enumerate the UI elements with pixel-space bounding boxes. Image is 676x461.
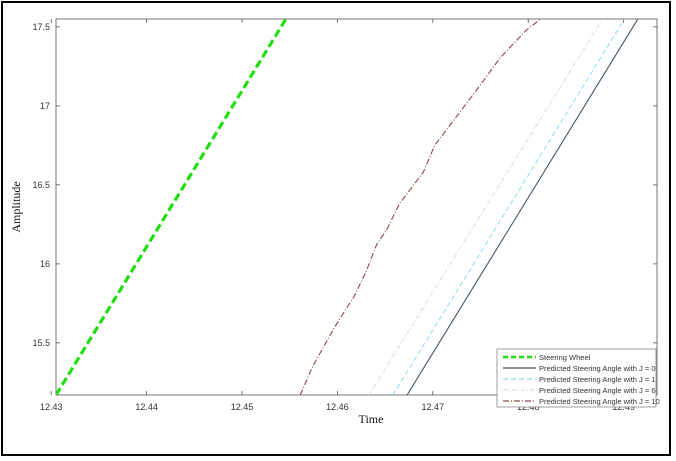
series-line (392, 19, 626, 395)
legend-label: Predicted Steering Angle with J = 1 (539, 375, 656, 384)
y-tick-label: 15.5 (32, 338, 50, 348)
y-tick-label: 17.5 (32, 22, 50, 32)
legend-box (496, 348, 657, 408)
x-tick-label: 12.45 (231, 402, 254, 412)
series-lines (56, 19, 639, 395)
y-tick-label: 17 (40, 101, 50, 111)
legend-label: Steering Wheel (539, 353, 591, 362)
series-line (406, 19, 639, 395)
x-axis-title: Time (359, 412, 384, 426)
y-tick-label: 16.5 (32, 180, 50, 190)
legend-label: Predicted Steering Angle with J = 10 (539, 397, 660, 406)
series-line (368, 19, 604, 395)
x-tick-label: 12.46 (326, 402, 349, 412)
y-tick-label: 16 (40, 259, 50, 269)
x-tick-label: 12.43 (40, 402, 63, 412)
series-line (56, 19, 288, 395)
legend-label: Predicted Steering Angle with J = 6 (539, 386, 656, 395)
legend-label: Predicted Steering Angle with J = 0 (539, 364, 656, 373)
y-axis-title: Amplitude (9, 181, 23, 232)
plot-area (55, 18, 658, 396)
legend: Steering Wheel Predicted Steering Angle w… (496, 348, 660, 408)
x-tick-label: 12.47 (422, 402, 445, 412)
x-tick-label: 12.44 (135, 402, 158, 412)
series-line (299, 19, 541, 395)
